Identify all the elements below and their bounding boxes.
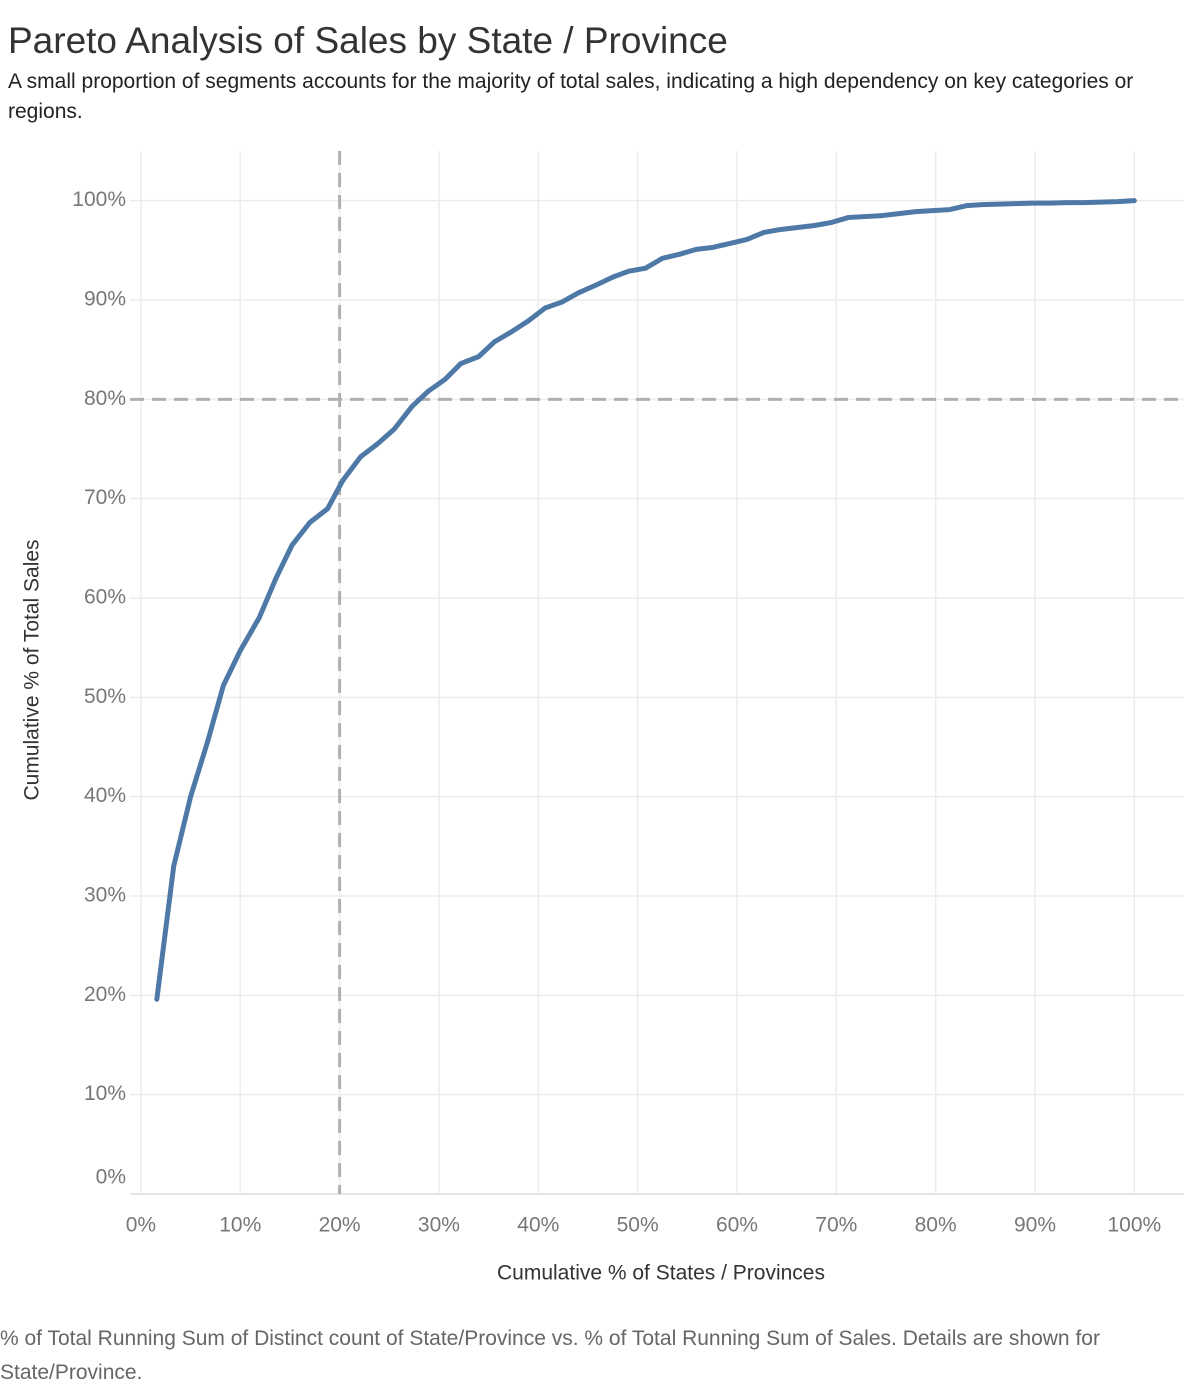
data-line: [154, 198, 1137, 1002]
caption: % of Total Running Sum of Distinct count…: [0, 1327, 1100, 1384]
x-tick-label: 100%: [1107, 1214, 1161, 1237]
x-tick-label: 10%: [219, 1214, 261, 1237]
x-tick-label: 0%: [126, 1214, 156, 1237]
chart-title: Pareto Analysis of Sales by State / Prov…: [8, 20, 728, 61]
y-tick-label: 40%: [84, 784, 126, 807]
x-tick-label: 30%: [418, 1214, 460, 1237]
x-tick-label: 40%: [517, 1214, 559, 1237]
x-tick-label: 50%: [617, 1214, 659, 1237]
y-tick-label: 0%: [96, 1166, 126, 1189]
x-tick-label: 80%: [915, 1214, 957, 1237]
y-axis-label: Cumulative % of Total Sales: [21, 539, 44, 800]
y-tick-label: 80%: [84, 387, 126, 410]
x-tick-label: 60%: [716, 1214, 758, 1237]
y-tick-label: 90%: [84, 288, 126, 311]
y-tick-label: 50%: [84, 685, 126, 708]
x-tick-label: 20%: [319, 1214, 361, 1237]
x-axis-label: Cumulative % of States / Provinces: [497, 1262, 825, 1285]
y-tick-label: 60%: [84, 586, 126, 609]
y-tick-label: 20%: [84, 983, 126, 1006]
chart-subtitle: A small proportion of segments accounts …: [8, 70, 1134, 123]
y-tick-label: 30%: [84, 884, 126, 907]
y-tick-label: 100%: [72, 188, 126, 211]
x-tick-label: 70%: [815, 1214, 857, 1237]
y-tick-label: 70%: [84, 486, 126, 509]
x-tick-label: 90%: [1014, 1214, 1056, 1237]
y-tick-label: 10%: [84, 1082, 126, 1105]
